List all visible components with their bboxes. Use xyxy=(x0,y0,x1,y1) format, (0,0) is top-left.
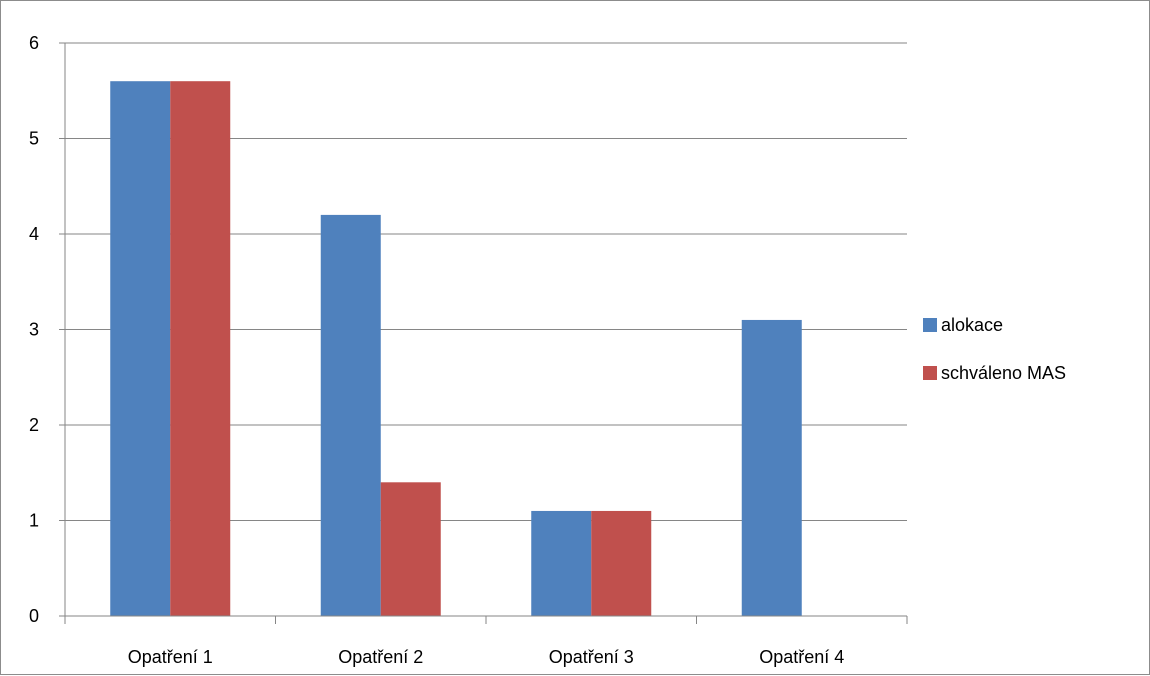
legend-label: alokace xyxy=(941,315,1003,335)
legend-swatch-alokace xyxy=(923,318,937,332)
x-tick-label: Opatření 3 xyxy=(549,647,634,667)
bar-schvaleno-mas-3 xyxy=(591,510,652,616)
y-tick-label: 4 xyxy=(29,224,39,244)
bars xyxy=(110,81,802,616)
x-tick-label: Opatření 1 xyxy=(128,647,213,667)
legend-swatch-schvaleno-mas xyxy=(923,366,937,380)
y-tick-label: 6 xyxy=(29,33,39,53)
bar-alokace-3 xyxy=(531,510,592,616)
y-tick-label: 2 xyxy=(29,415,39,435)
axes xyxy=(59,42,908,624)
y-tick-label: 0 xyxy=(29,606,39,626)
x-tick-label: Opatření 4 xyxy=(759,647,844,667)
y-tick-label: 5 xyxy=(29,129,39,149)
y-tick-label: 3 xyxy=(29,320,39,340)
bar-schvaleno-mas-1 xyxy=(170,81,231,616)
x-tick-label: Opatření 2 xyxy=(338,647,423,667)
bar-alokace-1 xyxy=(110,81,171,616)
legend-label: schváleno MAS xyxy=(941,363,1066,383)
y-tick-label: 1 xyxy=(29,511,39,531)
bar-schvaleno-mas-2 xyxy=(380,482,441,616)
bar-alokace-4 xyxy=(741,319,802,616)
legend: alokace schváleno MAS xyxy=(923,315,1066,383)
bar-alokace-2 xyxy=(320,214,381,616)
tick-labels: 0 1 2 3 4 5 6 Opatření 1 Opatření 2 Opatření 3 Opa… xyxy=(29,33,844,667)
